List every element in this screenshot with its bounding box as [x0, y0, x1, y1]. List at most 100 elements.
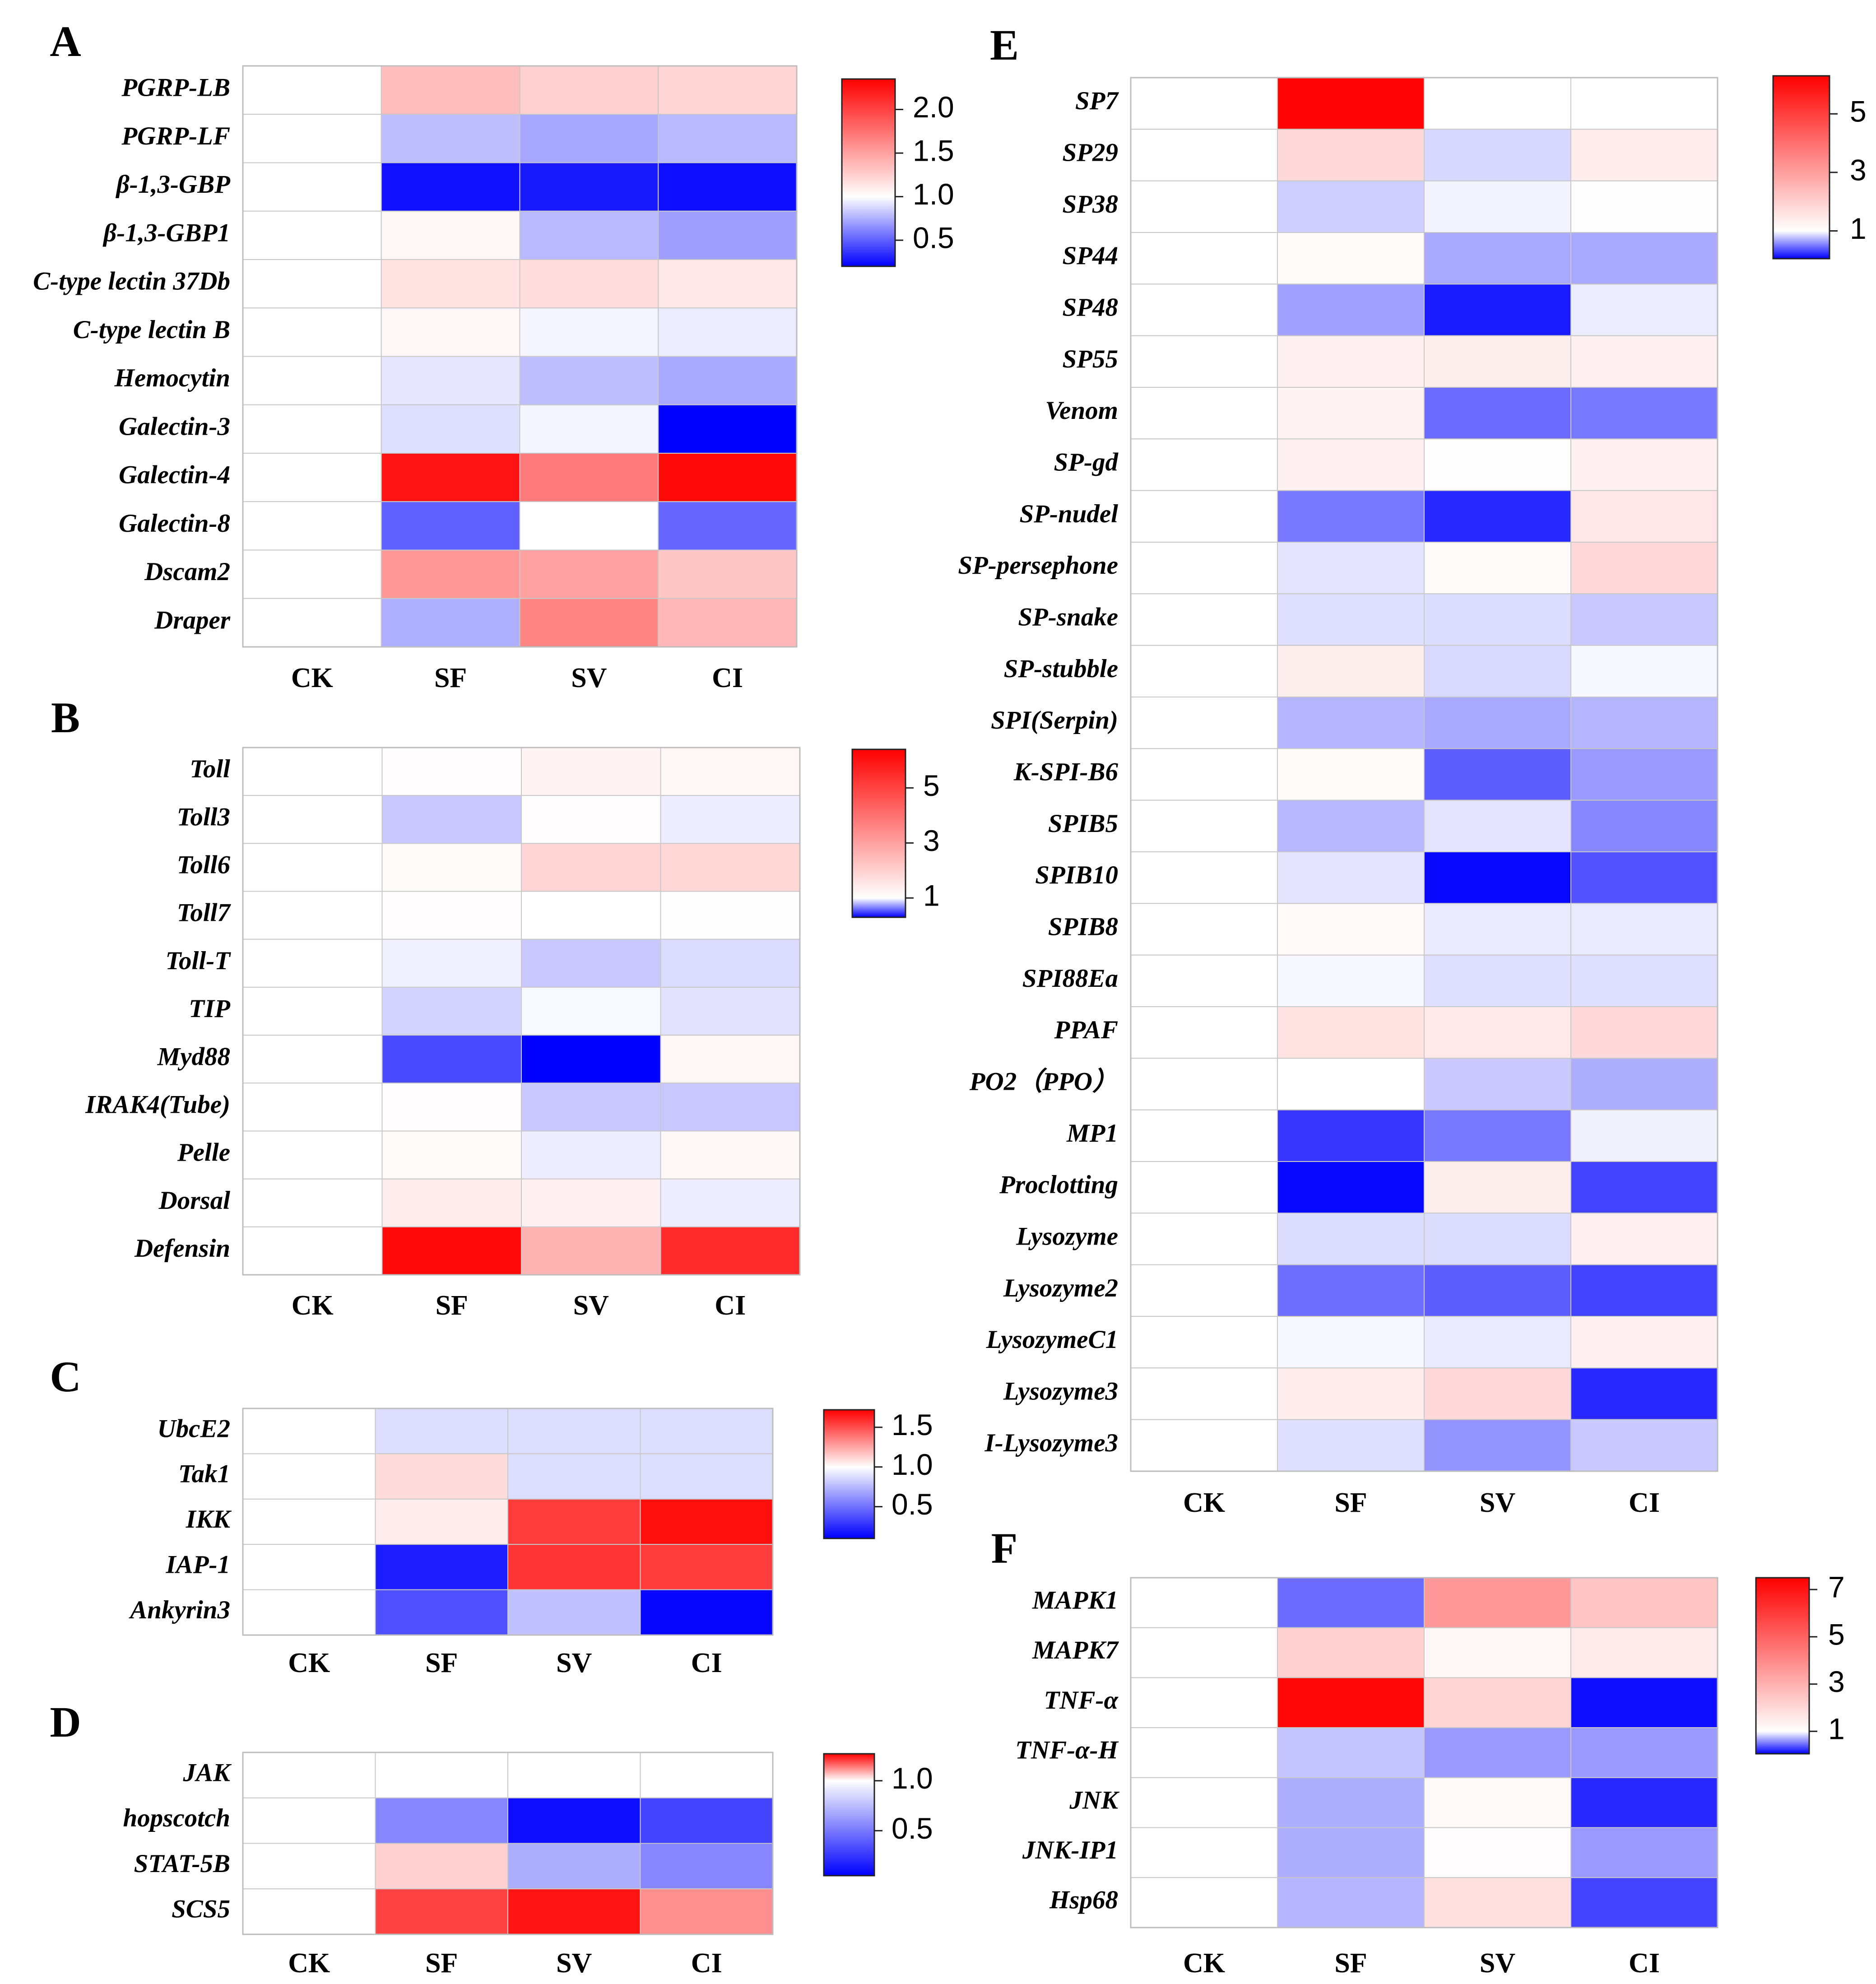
colorbar — [841, 78, 896, 267]
heatmap-cell — [519, 307, 659, 357]
row-label: SP48 — [1062, 293, 1118, 322]
heatmap-cell — [381, 939, 522, 988]
panel-c: C UbcE2 Tak1 IKK IAP-1 Ankyrin3 CK SF SV CI 1.5 1.0… — [50, 1352, 933, 1678]
heatmap-cell — [242, 1888, 376, 1935]
heatmap-cell — [1570, 1367, 1718, 1420]
row-label: LysozymeC1 — [986, 1325, 1118, 1354]
row-label: Pelle — [177, 1138, 230, 1167]
heatmap-cell — [1570, 593, 1718, 646]
heatmap-cell — [242, 1408, 376, 1454]
heatmap-cell — [375, 1843, 508, 1890]
panel-label: D — [50, 1698, 81, 1746]
heatmap-cell — [1424, 645, 1571, 697]
colorbar — [1772, 75, 1830, 260]
heatmap-cell — [1130, 748, 1278, 801]
heatmap-cell — [242, 1544, 376, 1590]
colorbar-tick-label: 0.5 — [913, 221, 954, 255]
heatmap-cell — [381, 1178, 522, 1227]
row-label: Galectin-4 — [119, 461, 230, 489]
column-label: SF — [1334, 1948, 1367, 1979]
row-label: MP1 — [1066, 1119, 1118, 1148]
heatmap-cell — [1424, 1877, 1571, 1928]
column-label: SF — [1334, 1487, 1367, 1518]
heatmap-cell — [1130, 1006, 1278, 1059]
heatmap-cell — [1570, 697, 1718, 749]
row-label: SPIB10 — [1035, 861, 1118, 889]
heatmap-cell — [1277, 697, 1425, 749]
column-label: CI — [691, 1948, 722, 1979]
heatmap-cell — [381, 65, 520, 115]
heatmap-cell — [375, 1544, 508, 1590]
heatmap-cell — [242, 1226, 383, 1275]
heatmap-cell — [375, 1453, 508, 1500]
heatmap-cell — [1277, 645, 1425, 697]
heatmap-cell — [660, 747, 800, 796]
heatmap-cell — [1277, 1213, 1425, 1265]
column-label: SV — [1480, 1487, 1515, 1518]
heatmap-cell — [1424, 335, 1571, 388]
heatmap-cell — [242, 598, 382, 647]
heatmap-cell — [1570, 1727, 1718, 1778]
heatmap-cell — [1424, 1213, 1571, 1265]
colorbar — [823, 1753, 875, 1877]
heatmap-cell — [381, 1130, 522, 1180]
heatmap-cell — [1130, 1367, 1278, 1420]
heatmap-cell — [640, 1408, 773, 1454]
heatmap-cell — [242, 1797, 376, 1844]
heatmap-cell — [1424, 1109, 1571, 1162]
heatmap-cell — [1424, 1006, 1571, 1059]
heatmap-cell — [519, 114, 659, 163]
heatmap-cell — [242, 1843, 376, 1890]
heatmap-cell — [381, 795, 522, 844]
panel-b: B Toll Toll3 Toll6 Toll7 Toll-T TIP Myd88 IRAK4(… — [51, 693, 940, 1321]
heatmap-cell — [242, 501, 382, 551]
row-label: Hemocytin — [114, 364, 230, 392]
heatmap-cell — [1424, 1577, 1571, 1628]
heatmap-cell — [1570, 232, 1718, 285]
heatmap-cell — [1570, 1419, 1718, 1472]
colorbar-tick-label: 1.0 — [913, 177, 954, 211]
colorbar-tick-label: 7 — [1828, 1570, 1845, 1604]
heatmap-border — [242, 747, 801, 1276]
heatmap-cell — [1130, 77, 1278, 130]
column-label: SV — [573, 1290, 609, 1321]
heatmap-cell — [507, 1752, 641, 1798]
heatmap-cell — [1130, 387, 1278, 440]
heatmap-cell — [375, 1589, 508, 1636]
heatmap-cell — [521, 891, 661, 940]
heatmap-cell — [658, 162, 797, 212]
row-label: MAPK7 — [1032, 1636, 1119, 1664]
heatmap-cell — [1570, 1877, 1718, 1928]
heatmap-cell — [1570, 283, 1718, 336]
heatmap-cell — [375, 1752, 508, 1798]
heatmap-cell — [1277, 1264, 1425, 1317]
heatmap-cell — [1277, 1677, 1425, 1728]
row-label: β-1,3-GBP — [116, 170, 231, 199]
heatmap-cell — [1424, 1677, 1571, 1728]
heatmap-cell — [242, 356, 382, 405]
row-label: SP38 — [1062, 190, 1118, 218]
heatmap-cell — [507, 1498, 641, 1545]
heatmap-cell — [1130, 1727, 1278, 1778]
row-label: β-1,3-GBP1 — [102, 218, 230, 247]
heatmap-cell — [242, 162, 382, 212]
heatmap-cell — [1277, 1577, 1425, 1628]
column-label: CK — [288, 1648, 330, 1678]
heatmap-cell — [1570, 1161, 1718, 1214]
row-label: Toll7 — [177, 899, 232, 927]
heatmap-cell — [1424, 387, 1571, 440]
heatmap-cell — [1277, 954, 1425, 1008]
colorbar-tick-label: 1 — [1850, 212, 1867, 245]
column-label: CI — [691, 1648, 722, 1678]
row-label: Lysozyme3 — [1003, 1377, 1118, 1406]
heatmap-cell — [381, 1035, 522, 1084]
heatmap-cell — [1570, 335, 1718, 388]
heatmap-cell — [1277, 1727, 1425, 1778]
colorbar-tick-label: 2.0 — [913, 90, 954, 124]
heatmap-cell — [1277, 542, 1425, 595]
heatmap-cell — [1570, 1006, 1718, 1059]
heatmap-cell — [1277, 129, 1425, 181]
row-label: JNK — [1069, 1786, 1120, 1814]
heatmap-cell — [1277, 1877, 1425, 1928]
heatmap-cell — [1424, 1058, 1571, 1110]
